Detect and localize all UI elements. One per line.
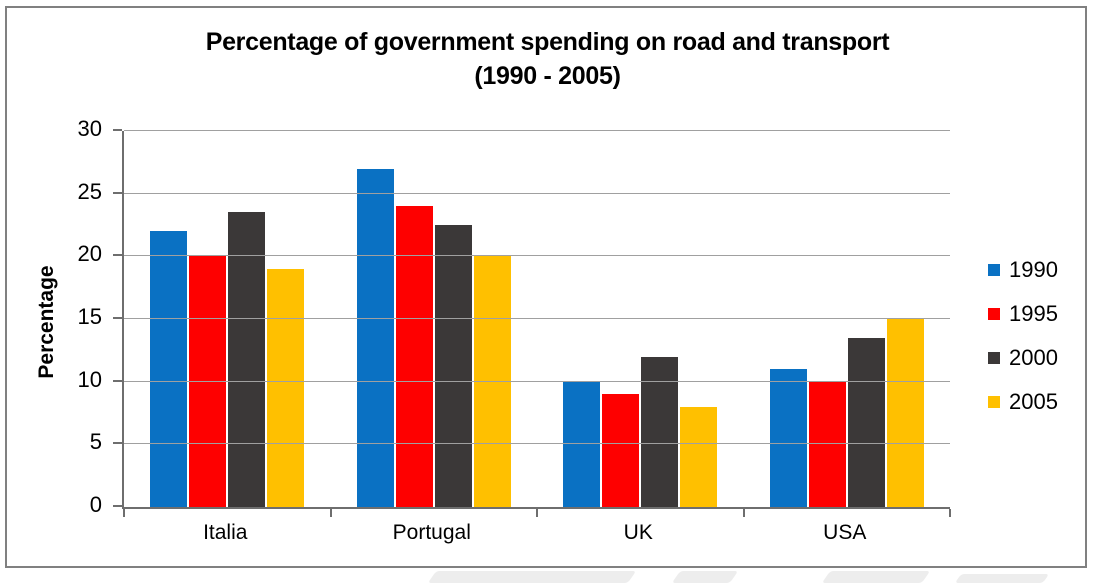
bar-usa-2005 — [886, 319, 924, 507]
y-tick-mark-5 — [113, 442, 122, 445]
x-tick-mark-0 — [123, 509, 125, 517]
gridline-y-20 — [124, 255, 950, 257]
y-tick-label-0: 0 — [89, 492, 102, 517]
bar-portugal-1995 — [395, 206, 433, 507]
watermark-shape — [821, 571, 931, 583]
chart-title-line1: Percentage of government spending on roa… — [205, 28, 890, 56]
bar-portugal-2000 — [434, 225, 472, 507]
legend-label-2000: 2000 — [1009, 345, 1058, 370]
bar-italia-1990 — [150, 231, 188, 507]
legend-item-1995: 1995 — [988, 302, 1058, 326]
gridline-y-10 — [124, 380, 950, 382]
x-axis-category-labels: Italia Portugal UK USA — [122, 521, 948, 545]
x-category-label-usa: USA — [823, 521, 867, 544]
y-axis-tick-labels: 0 5 10 15 20 25 30 — [0, 118, 110, 516]
bar-italia-2005 — [267, 268, 305, 507]
bar-group-italia — [124, 131, 331, 507]
x-category-label-portugal: Portugal — [392, 521, 471, 544]
bar-portugal-2005 — [473, 256, 511, 507]
x-category-label-uk: UK — [623, 521, 653, 544]
y-tick-mark-0 — [113, 505, 122, 507]
legend-label-2005: 2005 — [1009, 389, 1058, 414]
x-tick-mark-3 — [742, 509, 745, 517]
bar-usa-2000 — [847, 337, 885, 507]
chart-title: Percentage of government spending on roa… — [0, 26, 1095, 94]
y-tick-mark-25 — [113, 191, 122, 194]
y-axis-title: Percentage — [35, 265, 58, 379]
gridline-y-30 — [124, 130, 950, 131]
y-tick-label-30: 30 — [77, 116, 102, 141]
legend-swatch-icon — [988, 308, 1000, 320]
legend-swatch-icon — [988, 396, 1000, 408]
bar-group-usa — [744, 131, 951, 507]
legend-item-2005: 2005 — [988, 390, 1058, 414]
bar-uk-2000 — [641, 356, 679, 507]
watermark-shape — [954, 574, 1050, 583]
chart-title-line2: (1990 - 2005) — [474, 61, 621, 90]
bar-group-uk — [537, 131, 744, 507]
bar-uk-2005 — [680, 406, 718, 507]
legend-swatch-icon — [988, 352, 1000, 364]
legend-label-1995: 1995 — [1009, 301, 1058, 326]
watermark-shape — [671, 571, 739, 583]
watermark-shape — [427, 571, 637, 583]
gridline-y-15 — [124, 318, 950, 319]
legend: 1990 1995 2000 2005 — [988, 258, 1058, 414]
gridline-y-25 — [124, 192, 950, 194]
bar-usa-1990 — [769, 369, 807, 507]
bar-group-portugal — [331, 131, 538, 507]
bar-italia-2000 — [228, 212, 266, 507]
x-tick-mark-2 — [536, 509, 538, 517]
y-tick-label-20: 20 — [77, 241, 102, 267]
bar-italia-1995 — [189, 256, 227, 507]
bar-portugal-1990 — [356, 168, 394, 507]
legend-item-2000: 2000 — [988, 346, 1058, 370]
y-tick-mark-15 — [113, 317, 122, 319]
x-tick-mark-4 — [949, 509, 951, 517]
plot-area — [113, 129, 951, 517]
y-tick-label-25: 25 — [77, 178, 102, 204]
y-tick-mark-30 — [113, 129, 122, 131]
bar-uk-1995 — [602, 394, 640, 507]
y-tick-label-10: 10 — [77, 366, 102, 392]
legend-swatch-icon — [988, 264, 1000, 276]
legend-item-1990: 1990 — [988, 258, 1058, 282]
gridline-y-5 — [124, 443, 950, 445]
bar-groups — [124, 131, 950, 507]
y-tick-label-15: 15 — [77, 304, 102, 329]
x-category-label-italia: Italia — [203, 521, 248, 544]
y-tick-mark-10 — [113, 379, 122, 382]
y-tick-label-5: 5 — [89, 429, 102, 455]
x-tick-mark-1 — [329, 509, 332, 517]
y-tick-mark-20 — [113, 254, 122, 257]
legend-label-1990: 1990 — [1009, 257, 1058, 282]
